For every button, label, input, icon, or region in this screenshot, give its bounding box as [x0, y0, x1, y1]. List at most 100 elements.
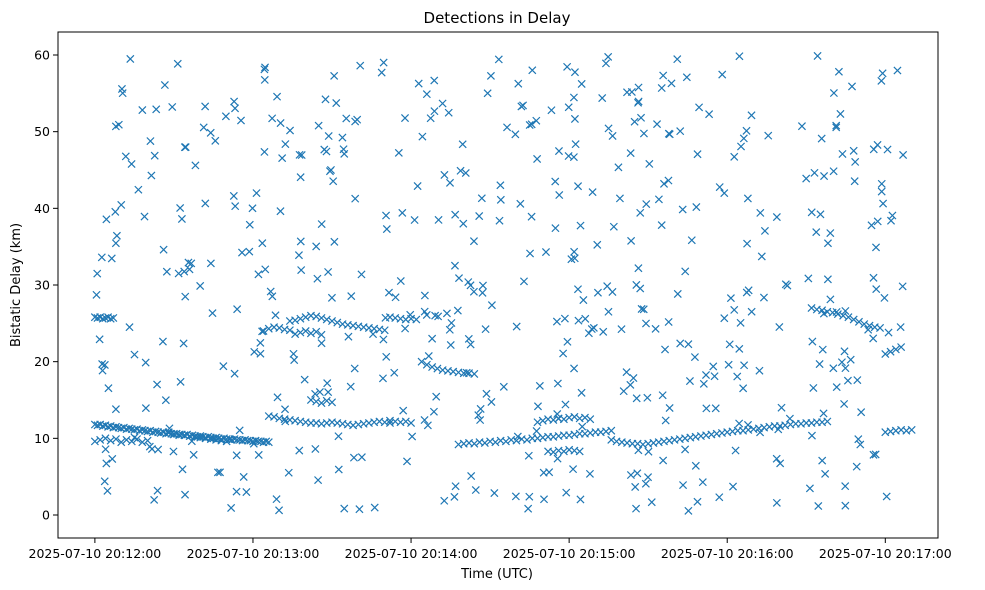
detection-marker	[841, 306, 850, 316]
detection-marker	[151, 427, 160, 436]
detection-marker	[577, 388, 586, 397]
detection-marker	[736, 318, 745, 327]
detection-marker	[122, 435, 131, 444]
detection-marker	[632, 280, 641, 289]
detection-marker	[601, 59, 610, 68]
detection-marker	[150, 495, 159, 504]
detection-marker	[256, 349, 265, 358]
detection-marker	[464, 334, 473, 343]
detection-marker	[907, 425, 916, 434]
detection-marker	[580, 413, 589, 422]
detection-marker	[593, 288, 602, 297]
detection-marker	[524, 451, 533, 460]
detection-marker	[614, 163, 623, 172]
detection-marker	[106, 314, 115, 323]
detection-marker	[805, 484, 814, 493]
detection-marker	[201, 199, 210, 208]
detection-marker	[632, 394, 641, 403]
x-tick-label: 2025-07-10 20:16:00	[661, 546, 794, 561]
detection-marker	[117, 200, 126, 209]
detection-marker	[227, 503, 236, 512]
detection-marker	[317, 330, 326, 339]
detection-marker	[554, 414, 563, 423]
detection-marker	[213, 468, 222, 477]
detection-marker	[311, 389, 320, 398]
detection-marker	[256, 338, 265, 347]
detection-marker	[664, 317, 673, 327]
detection-marker	[774, 425, 783, 434]
detection-marker	[574, 316, 583, 325]
detection-marker	[593, 240, 602, 249]
detection-marker	[162, 267, 171, 276]
detection-marker	[740, 361, 749, 370]
detection-marker	[578, 422, 587, 431]
detection-marker	[837, 358, 846, 367]
detection-marker	[725, 340, 734, 349]
detection-marker	[651, 324, 660, 333]
detection-marker	[654, 195, 663, 204]
detection-marker	[877, 179, 886, 188]
x-tick-label: 2025-07-10 20:14:00	[345, 546, 478, 561]
detection-marker	[617, 325, 626, 334]
detection-marker	[454, 274, 464, 283]
detection-marker	[338, 133, 347, 142]
detection-marker	[312, 327, 321, 336]
detection-marker	[401, 324, 410, 333]
detection-marker	[125, 424, 134, 433]
detection-marker	[695, 103, 704, 112]
detection-marker	[467, 472, 476, 481]
detection-marker	[491, 438, 500, 447]
detection-marker	[585, 469, 594, 478]
detection-marker	[869, 273, 878, 282]
detection-marker	[869, 145, 878, 154]
detection-marker	[809, 383, 818, 392]
detection-marker	[636, 208, 645, 217]
detection-marker	[322, 147, 331, 156]
detection-marker	[380, 326, 389, 335]
detection-marker	[664, 176, 673, 185]
detection-marker	[641, 319, 651, 328]
detection-marker	[524, 504, 533, 513]
detection-marker	[432, 392, 441, 401]
detection-marker	[147, 171, 156, 180]
detection-marker	[127, 159, 136, 169]
detection-marker	[379, 335, 388, 344]
detection-marker	[111, 435, 120, 444]
detection-marker	[569, 153, 578, 162]
detection-marker	[317, 399, 326, 408]
detection-marker	[268, 292, 277, 301]
detection-marker	[560, 314, 569, 323]
detection-marker	[710, 372, 719, 381]
detection-marker	[351, 194, 360, 203]
detection-marker	[533, 418, 542, 427]
detection-marker	[552, 317, 561, 326]
detection-marker	[886, 216, 896, 225]
detection-marker	[841, 364, 850, 373]
detection-marker	[258, 327, 267, 336]
detection-marker	[231, 202, 240, 211]
detection-marker	[576, 495, 585, 504]
detection-marker	[315, 388, 324, 397]
detection-marker	[634, 264, 643, 273]
detection-marker	[757, 252, 766, 261]
detection-marker	[428, 363, 437, 372]
detection-marker	[381, 313, 390, 322]
detection-marker	[691, 461, 700, 470]
detection-marker	[581, 314, 590, 323]
detection-marker	[849, 146, 858, 155]
detection-marker	[841, 482, 850, 491]
detection-marker	[101, 434, 110, 443]
detection-marker	[501, 437, 510, 446]
detection-marker	[134, 185, 143, 194]
detection-marker	[569, 465, 578, 474]
detection-marker	[570, 68, 579, 77]
detection-marker	[262, 437, 271, 446]
detection-marker	[98, 360, 107, 369]
detection-marker	[268, 114, 277, 123]
detection-marker	[764, 131, 773, 140]
detection-marker	[841, 501, 850, 510]
detection-marker	[743, 239, 752, 248]
detection-marker	[622, 368, 631, 377]
detection-marker	[402, 457, 412, 466]
